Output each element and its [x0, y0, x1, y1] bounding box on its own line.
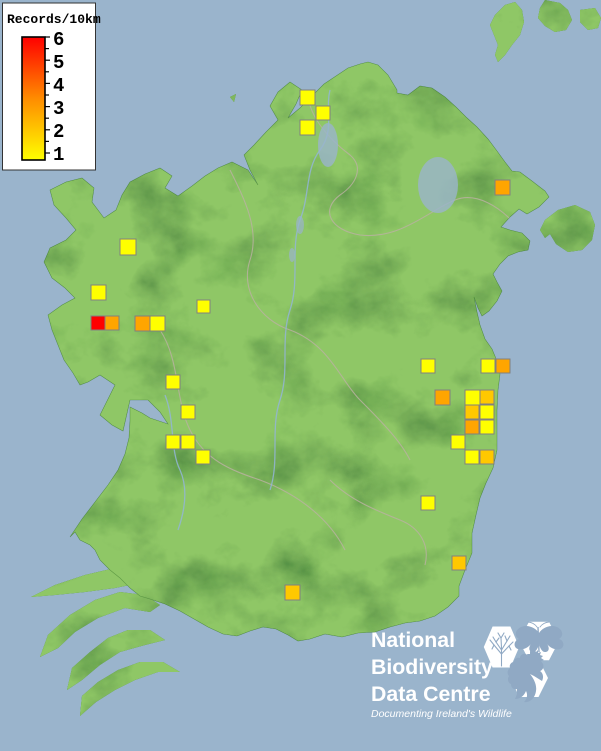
- svg-text:4: 4: [53, 75, 64, 97]
- svg-text:6: 6: [53, 29, 64, 51]
- svg-text:1: 1: [53, 144, 64, 166]
- svg-text:Biodiversity: Biodiversity: [371, 655, 493, 679]
- svg-text:3: 3: [53, 98, 64, 120]
- svg-text:Data Centre: Data Centre: [371, 682, 491, 706]
- svg-text:National: National: [371, 628, 455, 652]
- svg-text:Documenting Ireland's Wildlife: Documenting Ireland's Wildlife: [371, 708, 512, 720]
- svg-text:2: 2: [53, 121, 64, 143]
- svg-text:5: 5: [53, 52, 64, 74]
- svg-text:Records/10km: Records/10km: [7, 12, 101, 27]
